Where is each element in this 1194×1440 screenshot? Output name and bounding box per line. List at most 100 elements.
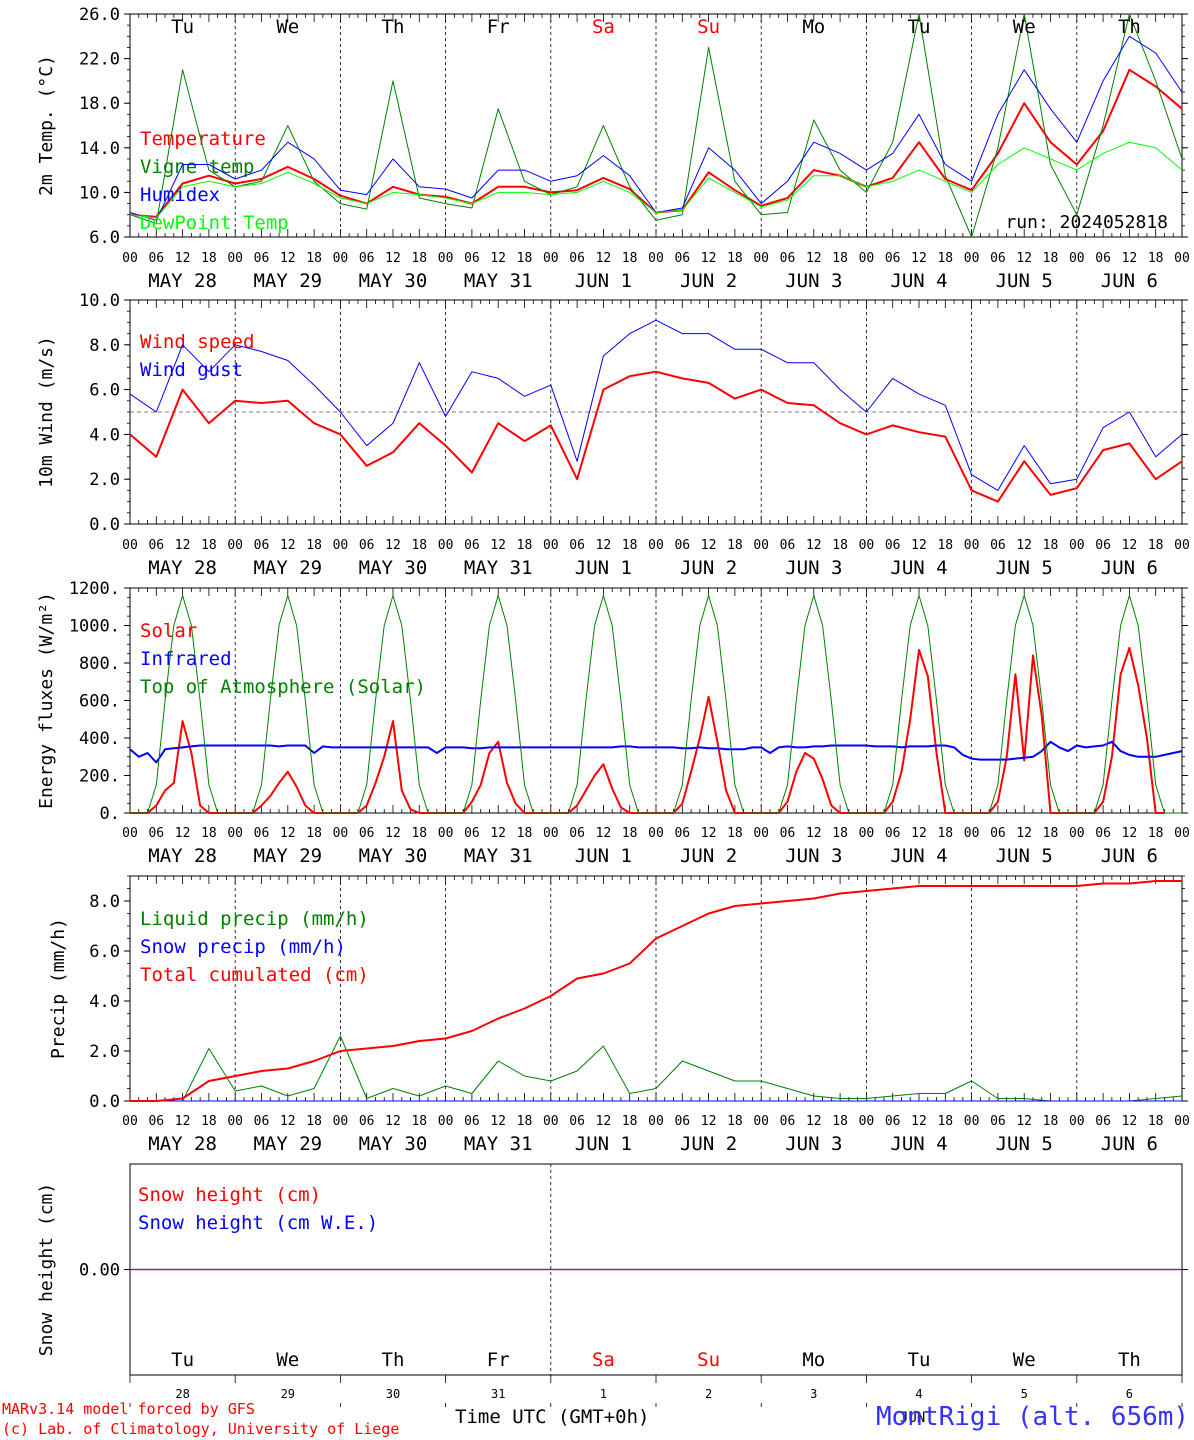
hour-label: 00 — [753, 251, 769, 266]
hour-label: 06 — [359, 538, 375, 553]
hour-label: 00 — [543, 538, 559, 553]
hour-label: 12 — [175, 1114, 191, 1129]
hour-label: 18 — [937, 826, 953, 841]
weekday-label: We — [276, 16, 299, 38]
weekday-label: Th — [382, 16, 405, 38]
weekday-label: Mo — [802, 16, 825, 38]
hour-label: 00 — [227, 251, 243, 266]
hour-label: 00 — [753, 538, 769, 553]
hour-label: 12 — [385, 251, 401, 266]
hour-label: 18 — [306, 251, 322, 266]
hour-label: 12 — [701, 826, 717, 841]
weekday-label: Sa — [592, 1349, 615, 1371]
legend-entry: Wind speed — [140, 331, 254, 353]
hour-label: 18 — [937, 251, 953, 266]
y-tick-label: 6.0 — [89, 381, 120, 401]
hour-label: 00 — [122, 1114, 138, 1129]
hour-label: 18 — [1043, 251, 1059, 266]
hour-label: 06 — [674, 1114, 690, 1129]
date-label: JUN 3 — [785, 557, 842, 579]
hour-label: 00 — [227, 538, 243, 553]
hour-label: 18 — [1043, 826, 1059, 841]
hour-label: 18 — [727, 1114, 743, 1129]
hour-label: 00 — [1069, 251, 1085, 266]
weekday-label: Su — [697, 16, 720, 38]
day-number: 2 — [705, 1387, 712, 1401]
hour-label: 12 — [1122, 1114, 1138, 1129]
hour-label: 12 — [385, 1114, 401, 1129]
legend-entry: Humidex — [140, 184, 220, 206]
hour-label: 06 — [780, 538, 796, 553]
hour-label: 00 — [122, 826, 138, 841]
date-label: JUN 2 — [680, 557, 737, 579]
hour-label: 06 — [674, 251, 690, 266]
hour-label: 06 — [1095, 826, 1111, 841]
hour-label: 00 — [648, 826, 664, 841]
hour-label: 18 — [1148, 538, 1164, 553]
hour-label: 06 — [674, 826, 690, 841]
hour-label: 00 — [438, 251, 454, 266]
hour-label: 00 — [122, 251, 138, 266]
date-label: JUN 3 — [785, 845, 842, 867]
hour-label: 12 — [175, 826, 191, 841]
date-label: MAY 30 — [359, 270, 428, 292]
hour-label: 06 — [148, 251, 164, 266]
hour-label: 12 — [701, 251, 717, 266]
hour-label: 18 — [622, 251, 638, 266]
hour-label: 18 — [411, 251, 427, 266]
date-label: JUN 1 — [575, 845, 632, 867]
weekday-label: We — [1013, 1349, 1036, 1371]
hour-label: 18 — [832, 1114, 848, 1129]
day-number: 3 — [810, 1387, 817, 1401]
hour-label: 12 — [911, 538, 927, 553]
date-label: MAY 30 — [359, 845, 428, 867]
series-line — [129, 740, 1183, 764]
y-tick-label: 800. — [79, 654, 120, 674]
hour-label: 12 — [280, 826, 296, 841]
day-number: 6 — [1126, 1387, 1133, 1401]
hour-label: 12 — [490, 538, 506, 553]
date-label: JUN 3 — [785, 1133, 842, 1155]
hour-label: 12 — [490, 826, 506, 841]
date-label: JUN 1 — [575, 1133, 632, 1155]
series-line — [129, 370, 1183, 503]
date-label: MAY 31 — [464, 1133, 533, 1155]
hour-label: 18 — [306, 1114, 322, 1129]
hour-label: 00 — [438, 1114, 454, 1129]
hour-label: 18 — [622, 538, 638, 553]
legend-entry: Snow precip (mm/h) — [140, 936, 346, 958]
footer-lab: (c) Lab. of Climatology, University of L… — [2, 1420, 400, 1438]
station-title: MontRigi (alt. 656m) — [876, 1402, 1190, 1432]
hour-label: 06 — [569, 251, 585, 266]
hour-label: 12 — [280, 1114, 296, 1129]
hour-label: 18 — [517, 538, 533, 553]
y-tick-label: 4.0 — [89, 425, 120, 445]
hour-label: 00 — [964, 251, 980, 266]
date-label: JUN 4 — [890, 845, 947, 867]
y-tick-label: 0.00 — [79, 1261, 120, 1281]
hour-label: 12 — [701, 538, 717, 553]
hour-label: 18 — [832, 251, 848, 266]
legend-entry: Infrared — [140, 648, 232, 670]
hour-label: 06 — [359, 826, 375, 841]
hour-label: 18 — [727, 826, 743, 841]
day-number: 1 — [600, 1387, 607, 1401]
hour-label: 00 — [648, 538, 664, 553]
hour-label: 00 — [859, 251, 875, 266]
date-label: MAY 29 — [253, 557, 322, 579]
date-label: MAY 30 — [359, 557, 428, 579]
run-annotation: run: 2024052818 — [1005, 212, 1168, 233]
hour-label: 06 — [254, 1114, 270, 1129]
hour-label: 12 — [490, 251, 506, 266]
hour-label: 00 — [648, 251, 664, 266]
hour-label: 18 — [306, 826, 322, 841]
weekday-label: Fr — [487, 1349, 510, 1371]
hour-label: 06 — [780, 826, 796, 841]
hour-label: 00 — [1174, 251, 1190, 266]
y-tick-label: 26.0 — [79, 5, 120, 25]
day-number: 5 — [1021, 1387, 1028, 1401]
day-number: 30 — [386, 1387, 400, 1401]
hour-label: 00 — [438, 538, 454, 553]
hour-label: 12 — [806, 826, 822, 841]
